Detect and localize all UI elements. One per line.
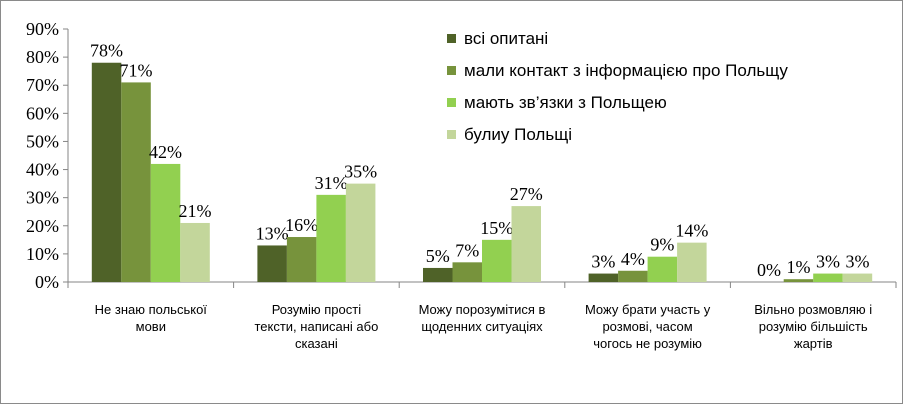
bar — [647, 256, 678, 282]
data-label: 1% — [786, 257, 810, 277]
category-label: Можу брати участь у розмові, часом чогось … — [585, 302, 711, 351]
data-label: 31% — [315, 173, 348, 193]
y-tick-label: 70% — [26, 75, 59, 95]
data-label: 14% — [675, 221, 708, 241]
data-label: 5% — [426, 246, 450, 266]
bar — [257, 245, 287, 282]
data-label: 3% — [845, 252, 869, 272]
data-label: 13% — [256, 223, 289, 243]
data-label: 9% — [650, 235, 674, 255]
category-label-line: Не знаю польської — [95, 302, 208, 317]
category-label-line: чогось не розумію — [593, 336, 702, 351]
y-tick-label: 10% — [26, 244, 59, 264]
y-tick-label: 0% — [35, 272, 59, 292]
data-label: 16% — [285, 215, 318, 235]
legend-swatch — [447, 66, 456, 75]
bar — [482, 239, 512, 282]
data-label: 35% — [344, 162, 377, 182]
legend-swatch — [447, 130, 456, 139]
category-label-line: розумію більшість — [759, 319, 868, 334]
bar — [91, 62, 122, 282]
bar — [345, 183, 376, 282]
bar — [286, 237, 317, 282]
category-label-line: щоденних ситуаціях — [421, 319, 543, 334]
y-tick-label: 60% — [26, 103, 59, 123]
category-label: Вільно розмовляю і розумію більшість жарті… — [754, 302, 872, 351]
bar — [452, 262, 482, 282]
y-tick-label: 20% — [26, 216, 59, 236]
y-tick-label: 90% — [26, 19, 59, 39]
category-label-line: мови — [136, 319, 166, 334]
category-label: Не знаю польської мови — [95, 302, 208, 334]
category-label: Можу порозумітися в щоденних ситуаціях — [419, 302, 546, 334]
data-label: 3% — [591, 252, 615, 272]
category-label-line: Розумію прості — [272, 302, 361, 317]
category-label-line: тексти, написані або — [254, 319, 378, 334]
legend-swatch — [447, 34, 456, 43]
data-label: 42% — [149, 142, 182, 162]
category-label-line: Можу порозумітися в — [419, 302, 546, 317]
category-label-line: сказані — [295, 336, 338, 351]
category-label-line: розмові, часом — [602, 319, 692, 334]
bar — [588, 273, 619, 282]
bar — [511, 206, 541, 282]
data-label: 21% — [179, 201, 212, 221]
category-label-line: жартів — [794, 336, 833, 351]
category-label-line: Вільно розмовляю і — [754, 302, 872, 317]
data-label: 15% — [480, 218, 513, 238]
legend-label: булиу Польщі — [464, 125, 572, 144]
data-label: 0% — [757, 260, 781, 280]
y-tick-label: 80% — [26, 47, 59, 67]
legend-label: всі опитані — [464, 29, 548, 48]
bar — [121, 82, 151, 283]
bar — [316, 194, 346, 282]
data-label: 4% — [621, 249, 645, 269]
category-label: Розумію прості тексти, написані або сказан… — [254, 302, 378, 351]
legend-label: мають зв’язки з Польщею — [464, 93, 667, 112]
bar — [783, 279, 814, 282]
y-tick-label: 50% — [26, 131, 59, 151]
data-label: 27% — [510, 184, 543, 204]
y-tick-label: 40% — [26, 160, 59, 180]
bar — [423, 267, 453, 282]
data-label: 78% — [90, 41, 123, 61]
bar — [813, 273, 843, 282]
data-label: 3% — [816, 252, 840, 272]
data-label: 7% — [455, 240, 479, 260]
bar — [677, 242, 707, 282]
category-label-line: Можу брати участь у — [585, 302, 711, 317]
bar — [150, 163, 181, 282]
bar — [618, 270, 648, 282]
bar — [180, 222, 210, 282]
y-tick-label: 30% — [26, 188, 59, 208]
legend-label: мали контакт з інформацією про Польщу — [464, 61, 788, 80]
data-label: 71% — [120, 60, 153, 80]
bar — [842, 273, 873, 282]
legend-swatch — [447, 98, 456, 107]
